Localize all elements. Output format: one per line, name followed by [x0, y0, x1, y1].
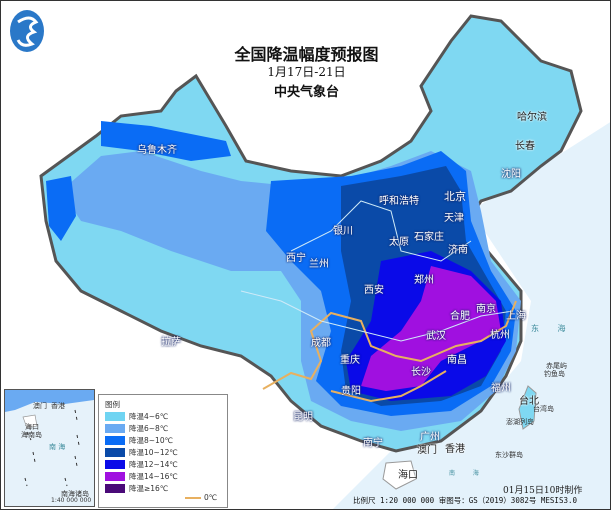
legend-item: 降温8~10℃	[105, 435, 173, 445]
city-label: 合肥	[450, 311, 470, 322]
yellow-river	[290, 200, 472, 262]
legend-swatch	[105, 435, 125, 445]
island-label: 钓鱼岛	[544, 370, 565, 378]
inset-scale: 1:40 000 000	[51, 497, 92, 504]
legend-swatch	[105, 459, 125, 469]
legend-label: 降温10~12℃	[129, 447, 178, 457]
city-label: 澳门	[417, 445, 437, 456]
legend-swatch	[105, 471, 125, 481]
city-label: 广州	[420, 432, 440, 443]
legend-label: 0℃	[204, 493, 218, 502]
city-label: 哈尔滨	[517, 112, 547, 123]
city-label: 拉萨	[161, 337, 181, 348]
legend-item: 降温12~14℃	[105, 459, 178, 469]
legend: 图例 降温4~6℃ 降温6~8℃ 降温8~10℃ 降温10~12℃ 降温12~1…	[98, 394, 228, 508]
legend-label: 降温4~6℃	[129, 411, 169, 421]
city-label: 济南	[448, 245, 468, 256]
city-label: 郑州	[414, 275, 434, 286]
legend-swatch	[105, 423, 125, 433]
city-label: 石家庄	[414, 232, 444, 243]
legend-label: 降温12~14℃	[129, 459, 178, 469]
city-label: 昆明	[293, 412, 313, 423]
east-sea-label: 东 海	[531, 324, 574, 333]
legend-item: 降温≥16℃	[105, 483, 168, 493]
city-label: 重庆	[340, 355, 360, 366]
inset-hongkong-label: 香港	[51, 402, 65, 410]
island-label: 台湾岛	[533, 405, 554, 413]
legend-label: 降温≥16℃	[129, 483, 169, 493]
island-label: 赤尾屿	[546, 362, 567, 370]
city-label: 西宁	[286, 253, 306, 264]
city-label: 北京	[444, 190, 466, 203]
city-label: 武汉	[426, 331, 446, 342]
map-title: 全国降温幅度预报图	[234, 45, 379, 64]
city-label: 福州	[491, 383, 511, 394]
legend-label: 降温14~16℃	[129, 471, 178, 481]
legend-label: 降温8~10℃	[129, 435, 174, 445]
city-label: 南京	[476, 304, 496, 315]
inset-haikou-label: 海口	[25, 423, 39, 431]
inset-hainan-label: 海南岛	[21, 431, 42, 439]
zone-northwest-8-10	[101, 121, 231, 161]
hainan-island	[382, 460, 417, 490]
date-range: 1月17日-21日	[267, 65, 346, 79]
city-label: 西安	[364, 285, 384, 296]
inset-macau-label: 澳门	[33, 402, 47, 410]
south-sea-inset: 海口 澳门 香港 海南岛 南 海 南海诸岛 1:40 000 000	[4, 389, 95, 507]
south-sea-label: 南 海	[449, 470, 487, 477]
city-label: 天津	[444, 213, 464, 224]
zone-west-8-10	[46, 176, 76, 241]
inset-islands-label: 南海诸岛	[61, 490, 89, 498]
legend-item: 降温14~16℃	[105, 471, 178, 481]
city-label: 兰州	[309, 259, 329, 270]
city-label: 长春	[515, 141, 535, 152]
city-label: 乌鲁木齐	[137, 145, 177, 156]
city-label: 长沙	[411, 367, 431, 378]
made-time: 01月15日10时制作	[503, 486, 583, 496]
legend-swatch	[105, 411, 125, 421]
yangtze-river	[240, 290, 514, 342]
legend-item: 降温10~12℃	[105, 447, 178, 457]
legend-title: 图例	[105, 400, 120, 409]
zero-degree-line	[262, 300, 517, 403]
legend-item: 降温6~8℃	[105, 423, 168, 433]
legend-swatch	[105, 483, 125, 493]
legend-item: 降温4~6℃	[105, 411, 168, 421]
city-label: 贵阳	[341, 386, 361, 397]
city-label: 海口	[398, 470, 418, 481]
zone-14-16	[361, 266, 501, 391]
city-label: 太原	[389, 237, 409, 248]
sea-area	[333, 122, 610, 509]
city-label: 上海	[506, 311, 526, 322]
city-label: 银川	[333, 226, 353, 237]
city-label: 杭州	[490, 330, 510, 341]
taiwan-island	[518, 385, 537, 430]
legend-zero-line: 0℃	[185, 493, 217, 502]
agency-name: 中央气象台	[273, 85, 339, 100]
inset-south-sea-label: 南 海	[49, 443, 66, 451]
city-label: 香港	[445, 444, 465, 455]
legend-label: 降温6~8℃	[129, 423, 169, 433]
zero-line-swatch	[185, 496, 201, 499]
city-label: 成都	[311, 338, 331, 349]
island-label: 东沙群岛	[495, 451, 523, 459]
city-label: 沈阳	[501, 169, 521, 180]
city-label: 南宁	[363, 438, 383, 449]
city-label: 呼和浩特	[379, 196, 419, 207]
island-label: 澎湖列岛	[506, 418, 534, 426]
city-label: 南昌	[447, 355, 467, 366]
cma-logo	[8, 8, 46, 54]
footer-scale-approval: 比例尺 1:20 000 000 审图号：GS（2019）3082号 MESIS…	[353, 496, 578, 505]
legend-swatch	[105, 447, 125, 457]
city-label: 台北	[519, 396, 539, 407]
